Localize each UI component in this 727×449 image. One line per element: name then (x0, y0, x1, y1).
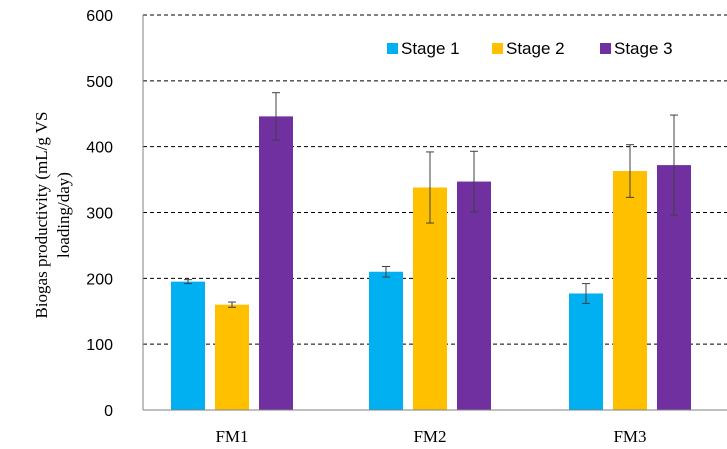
axes (142, 15, 727, 411)
legend-item: Stage 1 (387, 39, 460, 58)
error-bar (228, 301, 236, 308)
y-tick-label: 600 (86, 8, 113, 25)
error-bar (272, 92, 280, 141)
y-tick-label: 100 (86, 337, 113, 354)
legend-swatch (600, 43, 611, 54)
error-bar (582, 283, 590, 304)
legend-label: Stage 1 (401, 39, 460, 58)
y-tick-label: 400 (86, 140, 113, 157)
error-bar (184, 279, 192, 285)
legend-swatch (387, 43, 398, 54)
error-bars (184, 92, 678, 308)
error-bar (426, 151, 434, 224)
x-category-label: FM2 (413, 427, 446, 446)
bar-stage-2-fm1 (215, 304, 249, 410)
y-tick-label: 500 (86, 74, 113, 91)
legend: Stage 1 Stage 2 Stage 3 (387, 39, 673, 58)
bar-stage-1-fm2 (369, 271, 403, 410)
legend-label: Stage 3 (614, 39, 673, 58)
legend-swatch (492, 43, 503, 54)
y-tick-labels: 0 100 200 300 400 500 600 (86, 8, 113, 420)
y-tick-label: 0 (104, 403, 113, 420)
error-bar (470, 150, 478, 213)
legend-item: Stage 3 (600, 39, 673, 58)
bar-stage-3-fm1 (259, 116, 293, 410)
y-axis-title: Biogas productivity (mL/g VS loading/day… (32, 112, 73, 319)
x-category-label: FM3 (613, 427, 646, 446)
bar-stage-1-fm3 (569, 293, 603, 410)
bar-stage-2-fm2 (413, 187, 447, 410)
error-bar (382, 265, 390, 278)
y-axis-title-line-1: Biogas productivity (mL/g VS (32, 112, 51, 319)
error-bar (670, 114, 678, 216)
y-tick-label: 300 (86, 206, 113, 223)
bar-stage-1-fm1 (171, 281, 205, 410)
x-category-label: FM1 (215, 427, 248, 446)
x-category-labels: FM1 FM2 FM3 (215, 427, 646, 446)
bar-stage-3-fm2 (457, 181, 491, 410)
legend-item: Stage 2 (492, 39, 565, 58)
y-tick-label: 200 (86, 271, 113, 288)
legend-label: Stage 2 (506, 39, 565, 58)
error-bar (626, 144, 634, 198)
bar-stage-2-fm3 (613, 171, 647, 410)
y-axis-title-line-2: loading/day) (54, 172, 73, 258)
bars (171, 116, 691, 410)
